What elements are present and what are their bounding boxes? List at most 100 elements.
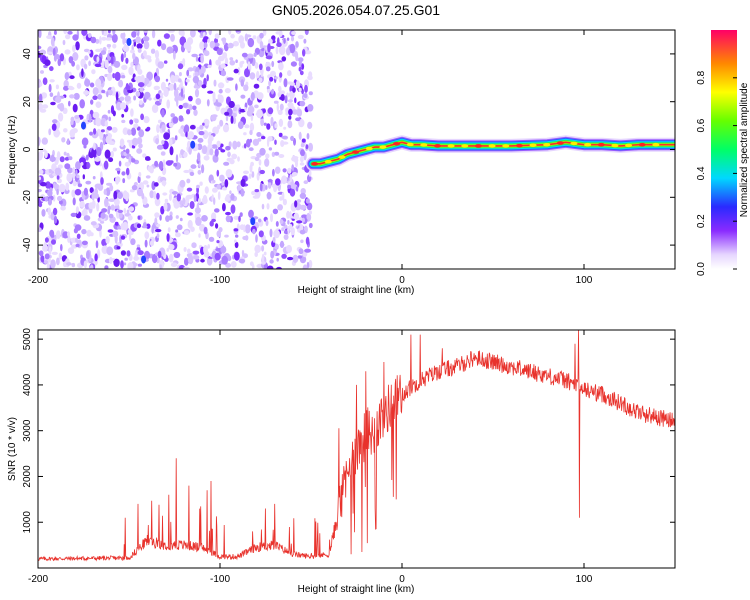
- noise-blob: [92, 95, 98, 100]
- noise-blob: [194, 71, 199, 77]
- noise-blob: [258, 230, 264, 238]
- noise-blob: [215, 102, 222, 107]
- noise-blob: [268, 38, 273, 45]
- noise-blob: [217, 82, 225, 89]
- y-tick-label: 1000: [22, 511, 33, 534]
- noise-blob: [138, 129, 145, 138]
- noise-blob: [185, 131, 188, 138]
- noise-blob: [287, 167, 292, 174]
- noise-blob: [157, 61, 165, 69]
- noise-blob: [176, 193, 181, 202]
- noise-blob: [52, 194, 56, 202]
- noise-blob: [94, 63, 102, 68]
- noise-blob: [203, 155, 210, 161]
- noise-blob: [38, 227, 42, 232]
- noise-blob: [83, 187, 88, 196]
- noise-blob: [94, 183, 102, 189]
- noise-blob: [161, 124, 166, 133]
- noise-blob: [292, 172, 298, 177]
- noise-blob: [126, 209, 130, 215]
- x-tick-label: -200: [28, 574, 48, 585]
- noise-blob: [100, 177, 104, 185]
- noise-blob: [193, 85, 198, 89]
- noise-blob: [58, 200, 63, 205]
- noise-blob: [128, 206, 135, 212]
- noise-blob: [256, 70, 260, 80]
- noise-blob: [168, 30, 175, 33]
- noise-blob: [232, 116, 237, 125]
- noise-blob: [225, 211, 231, 216]
- noise-blob: [168, 193, 172, 201]
- noise-blob: [168, 253, 174, 263]
- noise-blob: [121, 64, 128, 70]
- noise-blob: [105, 236, 110, 244]
- noise-blob: [56, 151, 61, 160]
- noise-blob: [236, 104, 241, 108]
- noise-blob: [298, 131, 302, 140]
- noise-blob: [235, 234, 239, 238]
- noise-blob: [38, 169, 44, 175]
- band-knot: [570, 141, 578, 146]
- noise-blob: [151, 224, 154, 234]
- noise-blob: [95, 48, 102, 53]
- noise-blob: [299, 204, 307, 210]
- noise-blob: [255, 234, 258, 243]
- band-knot: [652, 142, 660, 147]
- noise-blob: [214, 252, 221, 261]
- noise-blob: [292, 109, 299, 115]
- noise-blob: [170, 33, 175, 42]
- noise-blob: [127, 215, 133, 221]
- noise-blob: [258, 159, 262, 166]
- noise-blob: [166, 247, 170, 252]
- noise-blob: [197, 169, 202, 175]
- noise-blob: [156, 233, 160, 239]
- noise-blob: [109, 52, 115, 58]
- noise-blob: [71, 60, 75, 67]
- y-tick-label: 20: [22, 96, 33, 108]
- noise-blob: [222, 203, 226, 212]
- noise-blob: [64, 49, 71, 55]
- noise-blob: [84, 55, 89, 61]
- noise-blob: [275, 221, 279, 227]
- noise-blob: [289, 223, 293, 230]
- noise-blob: [124, 95, 131, 102]
- noise-blob: [128, 66, 134, 76]
- noise-blob: [187, 212, 194, 216]
- noise-blob: [103, 160, 109, 170]
- noise-blob: [42, 104, 49, 109]
- noise-blob: [224, 179, 229, 188]
- noise-blob: [77, 183, 83, 188]
- noise-blob: [113, 190, 118, 200]
- noise-blob: [283, 126, 287, 130]
- noise-blob: [120, 235, 126, 240]
- noise-blob: [93, 142, 96, 151]
- noise-blob: [60, 244, 63, 252]
- noise-blob: [154, 212, 160, 218]
- noise-blob: [44, 237, 49, 243]
- noise-blob: [249, 129, 253, 136]
- noise-blob: [38, 30, 42, 39]
- noise-blob: [49, 79, 55, 83]
- noise-blob: [41, 137, 48, 145]
- noise-blob: [87, 50, 91, 54]
- noise-blob: [133, 123, 139, 129]
- noise-blob: [133, 95, 137, 101]
- noise-blob: [298, 87, 302, 93]
- band-knot: [393, 141, 401, 146]
- noise-blob: [170, 262, 178, 268]
- noise-blob: [295, 80, 300, 89]
- noise-blob: [54, 167, 62, 176]
- noise-blob: [216, 140, 221, 147]
- noise-blob: [279, 219, 284, 225]
- noise-blob: [63, 128, 68, 133]
- noise-blob: [206, 74, 209, 82]
- noise-blob: [175, 154, 179, 163]
- noise-blob: [127, 229, 132, 235]
- noise-blob: [186, 187, 193, 192]
- noise-blob: [281, 135, 288, 139]
- noise-blob: [214, 37, 218, 44]
- noise-blob: [178, 128, 184, 134]
- noise-blob: [108, 157, 114, 163]
- colorbar: 0.0 0.2 0.4 0.6 0.8 Normalized spectral ampl…: [696, 30, 750, 276]
